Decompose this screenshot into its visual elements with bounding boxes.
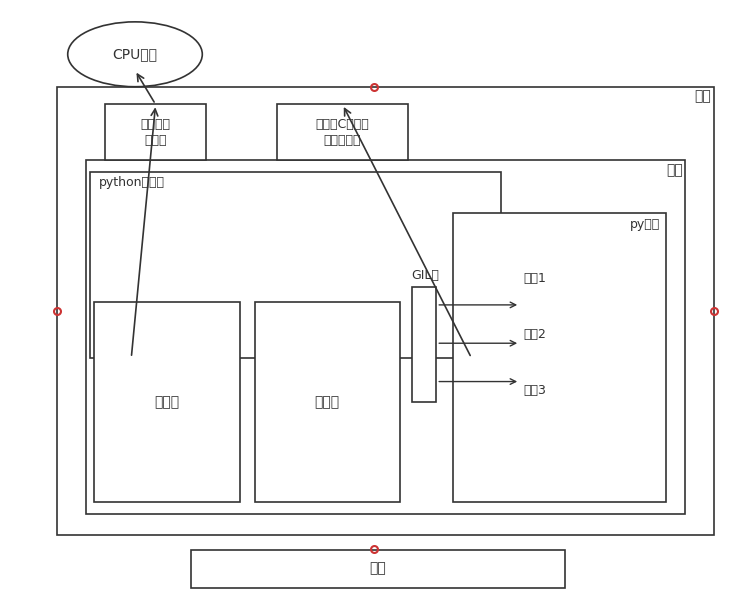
Text: 转化为二
进制码: 转化为二 进制码 [141, 118, 171, 147]
Text: 磁盘: 磁盘 [370, 562, 386, 575]
Text: 内存: 内存 [694, 90, 711, 103]
Bar [90, 172, 501, 358]
Bar [412, 287, 436, 402]
Text: CPU执行: CPU执行 [113, 47, 157, 61]
Ellipse shape [68, 22, 203, 87]
Text: 虚拟机: 虚拟机 [154, 395, 179, 409]
Bar [94, 302, 240, 502]
Bar [105, 105, 206, 160]
Bar [191, 550, 565, 588]
Text: 解释器: 解释器 [314, 395, 339, 409]
Bar [277, 105, 408, 160]
Text: 进程: 进程 [666, 163, 683, 178]
Text: 线程3: 线程3 [524, 384, 547, 397]
Bar [86, 160, 684, 514]
Text: 线程1: 线程1 [524, 272, 547, 285]
Text: GIL锁: GIL锁 [412, 270, 439, 282]
Text: 转化为C语言识
别的字节码: 转化为C语言识 别的字节码 [315, 118, 369, 147]
Text: 线程2: 线程2 [524, 328, 547, 341]
Bar [57, 87, 714, 535]
Text: py文件: py文件 [631, 218, 661, 231]
Bar [255, 302, 401, 502]
Bar [453, 213, 666, 502]
Text: python解释器: python解释器 [99, 176, 165, 190]
